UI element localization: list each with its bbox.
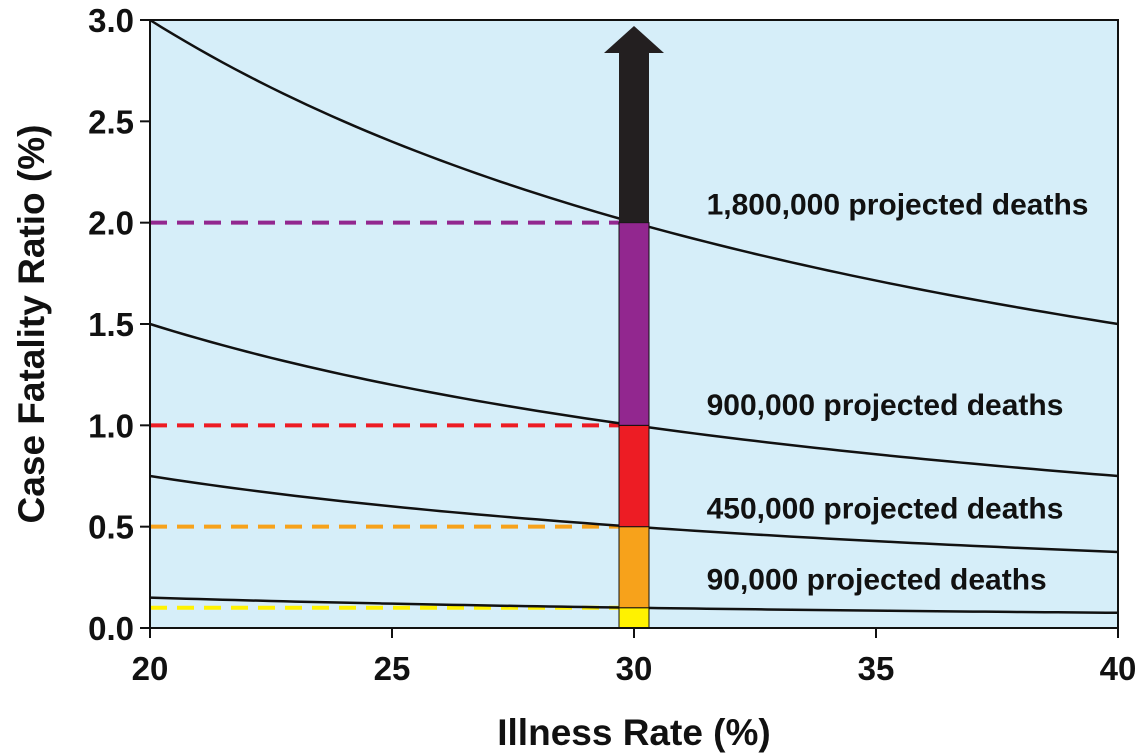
x-axis-title: Illness Rate (%) [497,712,770,753]
bar-segment-0 [618,607,650,629]
y-tick-label: 2.5 [88,103,134,140]
y-tick-label: 0.0 [88,610,134,647]
arrow-head [604,26,664,53]
y-tick-label: 3.0 [88,2,134,39]
bar-segment-3 [618,222,650,426]
y-tick-label: 0.5 [88,509,134,546]
annotations: 1,800,000 projected deaths 900,000 projec… [707,189,1089,597]
reference-lines [150,220,619,610]
bar-segment-4 [619,52,649,223]
x-tick-label: 35 [858,650,895,687]
y-tick-label: 1.0 [88,407,134,444]
series-annotation-0: 1,800,000 projected deaths [707,189,1089,222]
x-tick-label: 30 [616,650,653,687]
y-tick-label: 1.5 [88,306,134,343]
y-axis-title: Case Fatality Ratio (%) [11,125,52,524]
series-annotation-1: 900,000 projected deaths [707,389,1064,422]
y-axis: 0.0 0.5 1.0 1.5 2.0 2.5 3.0 [88,2,150,647]
y-tick-label: 2.0 [88,205,134,242]
series-annotation-3: 90,000 projected deaths [707,563,1047,596]
series-annotation-2: 450,000 projected deaths [707,493,1064,526]
x-tick-label: 40 [1100,650,1137,687]
bar-segment-2 [618,424,650,528]
x-tick-label: 20 [132,650,169,687]
x-axis: 20 25 30 35 40 [132,628,1137,687]
x-tick-label: 25 [374,650,411,687]
fatality-bar [604,26,664,629]
bar-segment-1 [618,526,650,609]
